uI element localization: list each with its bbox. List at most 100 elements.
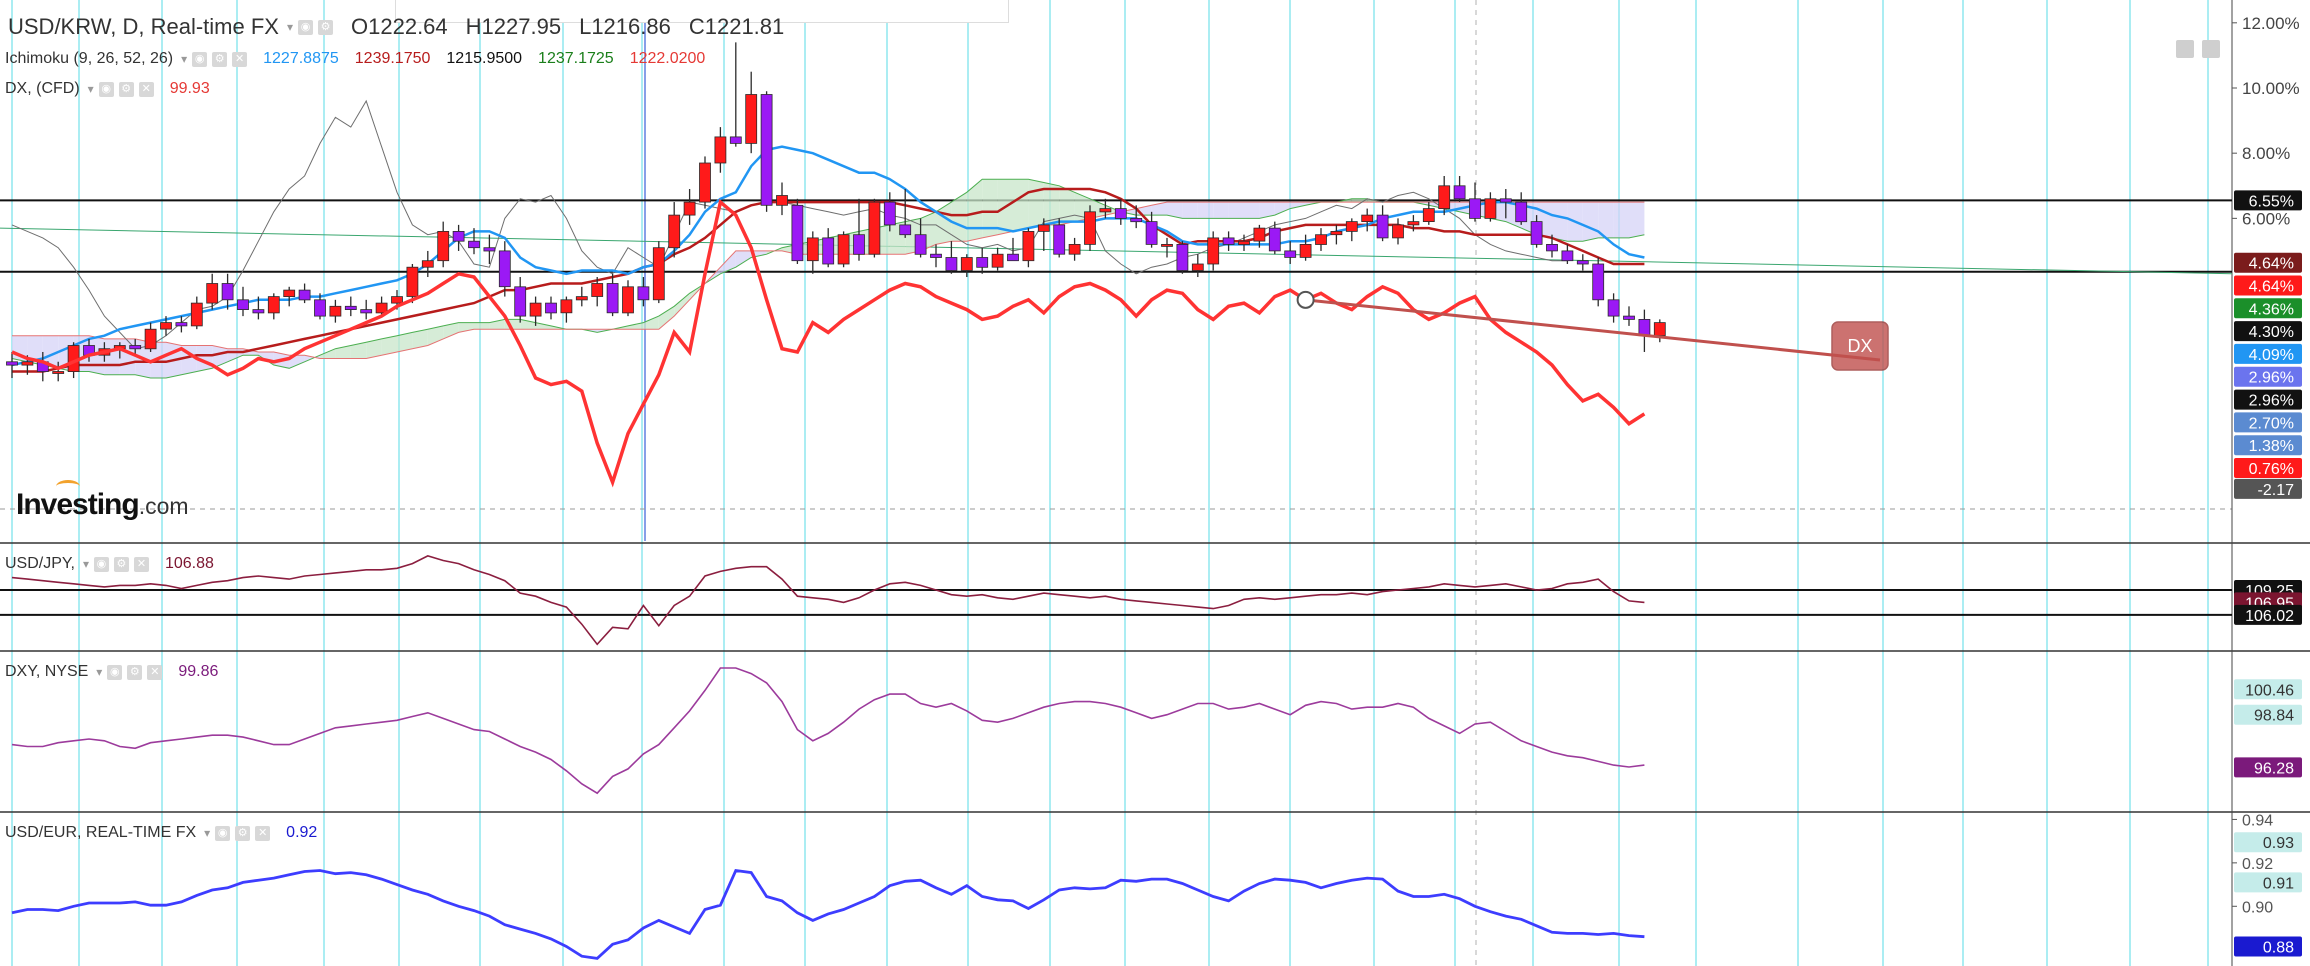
cloud-segment bbox=[212, 345, 228, 369]
arrow-down-icon[interactable] bbox=[2176, 40, 2194, 58]
candle-body bbox=[945, 257, 958, 271]
candle-body bbox=[883, 201, 896, 226]
candle-body bbox=[545, 302, 557, 314]
dx-annotation[interactable]: DX bbox=[1296, 290, 1889, 371]
candle-body bbox=[591, 283, 604, 297]
price-label: 0.88 bbox=[2263, 940, 2294, 957]
drawing-toolbar[interactable] bbox=[395, 0, 1009, 23]
close-icon[interactable]: ✕ bbox=[255, 825, 271, 841]
candle-body bbox=[483, 247, 496, 252]
close-icon[interactable]: ✕ bbox=[138, 81, 154, 97]
candle-body bbox=[452, 230, 465, 242]
chevron-down-icon[interactable]: ▾ bbox=[82, 557, 89, 571]
dx-label[interactable]: DX, (CFD) bbox=[5, 80, 80, 97]
candle-body bbox=[514, 286, 527, 317]
candle-body bbox=[1037, 224, 1050, 232]
annotation-anchor-icon bbox=[1296, 290, 1315, 309]
open-value: O1222.64 bbox=[351, 14, 448, 39]
gear-icon[interactable]: ⚙ bbox=[212, 51, 228, 67]
candle-body bbox=[375, 302, 388, 314]
y-tick-label: 8.00% bbox=[2242, 144, 2290, 163]
maximize-icon[interactable] bbox=[2202, 40, 2220, 58]
candle-body bbox=[267, 296, 280, 314]
eye-icon[interactable]: ◉ bbox=[98, 81, 114, 97]
chevron-down-icon[interactable]: ▾ bbox=[286, 20, 294, 34]
candle-body bbox=[529, 302, 542, 317]
gear-icon[interactable]: ⚙ bbox=[235, 825, 251, 841]
cloud-segment bbox=[720, 250, 736, 274]
candle-body bbox=[606, 283, 619, 314]
candle-body bbox=[960, 257, 973, 271]
logo-brand: Investing bbox=[16, 488, 140, 521]
candle-body bbox=[1345, 221, 1358, 232]
usdkrw-pane[interactable]: 12.00% 10.00% 8.00% 6.00% bbox=[0, 14, 2300, 488]
candle-body bbox=[1099, 208, 1112, 213]
price-label: 6.55% bbox=[2249, 193, 2294, 210]
candle-body bbox=[1068, 243, 1081, 255]
usdjpy-legend: USD/JPY, ▾ ◉ ⚙ ✕ 106.88 bbox=[5, 555, 214, 573]
candle-body bbox=[1361, 214, 1374, 223]
chevron-down-icon[interactable]: ▾ bbox=[87, 82, 94, 96]
cloud-segment bbox=[1197, 202, 1214, 219]
candle-body bbox=[1407, 221, 1420, 226]
symbol-title[interactable]: USD/KRW, D, Real-time FX bbox=[8, 14, 279, 39]
usdeur-pane[interactable]: 0.94 0.92 0.90 bbox=[11, 812, 2273, 960]
candle-body bbox=[360, 309, 373, 314]
cloud-segment bbox=[443, 322, 459, 339]
price-label-bg bbox=[2234, 458, 2302, 478]
cloud-segment bbox=[1013, 179, 1029, 232]
dxy-pane[interactable] bbox=[11, 667, 1645, 795]
price-label: 100.46 bbox=[2245, 682, 2294, 699]
price-label-bg bbox=[2234, 412, 2302, 433]
eye-icon[interactable]: ◉ bbox=[93, 556, 109, 572]
eye-icon[interactable]: ◉ bbox=[298, 19, 314, 35]
eye-icon[interactable]: ◉ bbox=[215, 825, 231, 841]
price-label: 2.70% bbox=[2249, 415, 2294, 432]
eye-icon[interactable]: ◉ bbox=[192, 51, 208, 67]
price-axis[interactable]: 6.55% 4.64% 4.64% 4.36% 4.30% 4.09% 2.96% 2.96%… bbox=[2234, 190, 2302, 957]
chevron-down-icon[interactable]: ▾ bbox=[96, 665, 103, 679]
usdjpy-line bbox=[11, 555, 1645, 646]
usdjpy-pane[interactable] bbox=[0, 555, 2232, 646]
gear-icon[interactable]: ⚙ bbox=[118, 81, 134, 97]
cloud-segment bbox=[1290, 202, 1306, 209]
gear-icon[interactable]: ⚙ bbox=[127, 664, 143, 680]
cloud-segment bbox=[104, 338, 120, 375]
cloud-segment bbox=[474, 322, 490, 330]
candle-body bbox=[52, 371, 65, 374]
close-icon[interactable]: ✕ bbox=[232, 51, 248, 67]
dxy-line bbox=[11, 667, 1645, 795]
candle-body bbox=[1176, 243, 1189, 271]
eye-icon[interactable]: ◉ bbox=[107, 664, 123, 680]
cloud-segment bbox=[350, 342, 367, 359]
price-label-bg bbox=[2234, 343, 2302, 364]
price-label-bg bbox=[2234, 478, 2302, 499]
candle-body bbox=[1638, 318, 1651, 337]
usdeur-label[interactable]: USD/EUR, REAL-TIME FX bbox=[5, 824, 197, 841]
price-label: 4.36% bbox=[2249, 301, 2294, 318]
cloud-segment bbox=[119, 338, 136, 375]
gear-icon[interactable]: ⚙ bbox=[318, 19, 334, 35]
close-icon[interactable]: ✕ bbox=[147, 664, 163, 680]
candle-body bbox=[776, 195, 788, 206]
chevron-down-icon[interactable]: ▾ bbox=[204, 826, 211, 840]
usdjpy-label[interactable]: USD/JPY, bbox=[5, 555, 75, 572]
cloud-segment bbox=[1598, 202, 1614, 238]
price-label: 4.64% bbox=[2249, 256, 2294, 273]
price-label: 106.02 bbox=[2245, 608, 2294, 625]
candle-body bbox=[1623, 315, 1635, 320]
gear-icon[interactable]: ⚙ bbox=[113, 556, 129, 572]
ichimoku-label[interactable]: Ichimoku (9, 26, 52, 26) bbox=[5, 50, 174, 67]
high-value: H1227.95 bbox=[465, 14, 562, 39]
candle-body bbox=[791, 204, 804, 262]
close-icon[interactable]: ✕ bbox=[133, 556, 149, 572]
dxy-label[interactable]: DXY, NYSE bbox=[5, 663, 89, 680]
chevron-down-icon[interactable]: ▾ bbox=[181, 52, 188, 66]
cloud-segment bbox=[42, 335, 59, 369]
dxy-legend: DXY, NYSE ▾ ◉ ⚙ ✕ 99.86 bbox=[5, 663, 218, 681]
candle-body bbox=[6, 361, 18, 366]
candle-body bbox=[560, 299, 573, 314]
ichimoku-kijun-value: 1239.1750 bbox=[354, 50, 431, 67]
